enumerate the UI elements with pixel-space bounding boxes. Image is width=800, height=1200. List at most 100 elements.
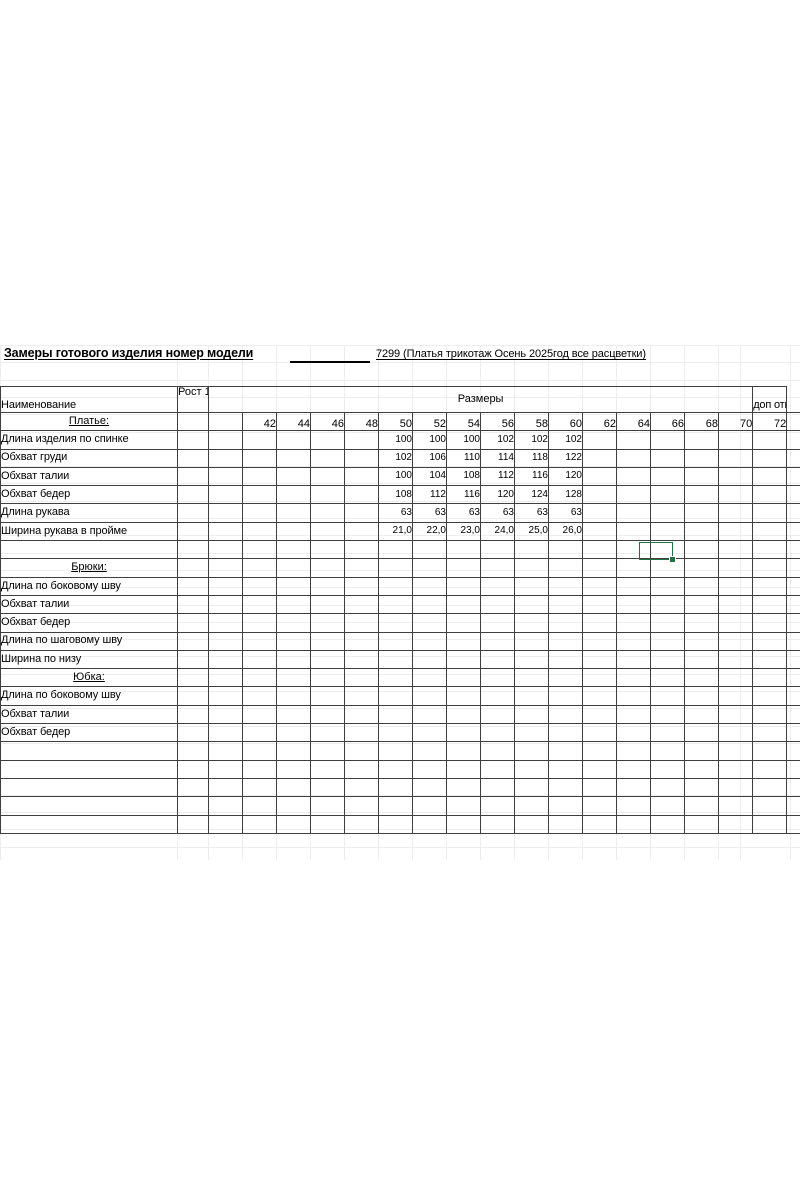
measure-cell-64[interactable] bbox=[616, 503, 651, 523]
measure-cell-44[interactable] bbox=[276, 540, 311, 560]
row-rost-cell[interactable] bbox=[177, 796, 209, 816]
measure-cell-66[interactable] bbox=[650, 430, 685, 450]
measure-cell-54[interactable] bbox=[446, 796, 481, 816]
measure-cell-72[interactable] bbox=[752, 814, 788, 834]
measure-cell-58[interactable]: 124 bbox=[514, 485, 549, 505]
measure-cell-46[interactable] bbox=[310, 430, 345, 450]
measure-cell-48[interactable] bbox=[344, 521, 379, 542]
row-label[interactable]: Длина по боковому шву bbox=[0, 686, 178, 706]
measure-cell-48[interactable] bbox=[344, 796, 379, 816]
measure-cell-64[interactable] bbox=[616, 704, 651, 725]
measure-cell-46[interactable] bbox=[310, 503, 345, 523]
measure-cell-52[interactable] bbox=[412, 777, 447, 798]
measure-cell-44[interactable] bbox=[276, 814, 311, 834]
measure-cell-48[interactable] bbox=[344, 759, 379, 779]
measure-cell-52[interactable]: 112 bbox=[412, 485, 447, 505]
measure-cell-68[interactable] bbox=[684, 576, 719, 596]
measure-cell-72[interactable] bbox=[752, 448, 788, 468]
measure-cell-56[interactable]: 114 bbox=[480, 448, 515, 468]
measure-cell-62[interactable] bbox=[582, 594, 617, 615]
measure-cell-66[interactable] bbox=[650, 594, 685, 615]
measure-cell-42[interactable] bbox=[242, 521, 277, 542]
row-label[interactable]: Обхват бедер bbox=[0, 723, 178, 743]
deviation-cell[interactable] bbox=[786, 430, 800, 450]
deviation-cell[interactable] bbox=[786, 540, 800, 560]
measure-cell-50[interactable] bbox=[378, 704, 413, 725]
measure-cell-72[interactable] bbox=[752, 649, 788, 670]
measure-cell-54[interactable] bbox=[446, 704, 481, 725]
deviation-cell[interactable] bbox=[786, 723, 800, 743]
measure-cell-46[interactable] bbox=[310, 649, 345, 670]
measure-cell-66[interactable] bbox=[650, 741, 685, 761]
row-label[interactable]: Длина по шаговому шву bbox=[0, 631, 178, 651]
measure-cell-54[interactable] bbox=[446, 723, 481, 743]
row-rost-cell[interactable] bbox=[177, 613, 209, 633]
measure-cell-62[interactable] bbox=[582, 521, 617, 542]
measure-cell-58[interactable]: 63 bbox=[514, 503, 549, 523]
group-header-empty-cell[interactable] bbox=[650, 558, 685, 578]
measure-cell-58[interactable] bbox=[514, 613, 549, 633]
measure-cell-46[interactable] bbox=[310, 613, 345, 633]
measure-cell-54[interactable] bbox=[446, 540, 481, 560]
measure-cell-68[interactable] bbox=[684, 759, 719, 779]
measure-cell-72[interactable] bbox=[752, 723, 788, 743]
measure-cell-54[interactable]: 116 bbox=[446, 485, 481, 505]
row-blank-cell[interactable] bbox=[208, 777, 243, 798]
measure-cell-62[interactable] bbox=[582, 466, 617, 487]
measure-cell-66[interactable] bbox=[650, 814, 685, 834]
group-header-empty-cell[interactable] bbox=[177, 668, 209, 688]
measure-cell-66[interactable] bbox=[650, 686, 685, 706]
measure-cell-56[interactable] bbox=[480, 613, 515, 633]
measure-cell-62[interactable] bbox=[582, 448, 617, 468]
measure-cell-50[interactable]: 21,0 bbox=[378, 521, 413, 542]
measure-cell-68[interactable] bbox=[684, 540, 719, 560]
measure-cell-68[interactable] bbox=[684, 796, 719, 816]
measure-cell-44[interactable] bbox=[276, 613, 311, 633]
measure-cell-66[interactable] bbox=[650, 796, 685, 816]
row-label[interactable]: Обхват талии bbox=[0, 704, 178, 725]
row-blank-cell[interactable] bbox=[208, 448, 243, 468]
row-blank-cell[interactable] bbox=[208, 521, 243, 542]
measure-cell-64[interactable] bbox=[616, 430, 651, 450]
row-rost-cell[interactable] bbox=[177, 631, 209, 651]
measure-cell-50[interactable] bbox=[378, 631, 413, 651]
measure-cell-60[interactable] bbox=[548, 741, 583, 761]
measure-cell-50[interactable] bbox=[378, 613, 413, 633]
row-label[interactable]: Длина по боковому шву bbox=[0, 576, 178, 596]
row-blank-cell[interactable] bbox=[208, 631, 243, 651]
measure-cell-68[interactable] bbox=[684, 466, 719, 487]
measure-cell-72[interactable] bbox=[752, 631, 788, 651]
row-blank-cell[interactable] bbox=[208, 759, 243, 779]
row-rost-cell[interactable] bbox=[177, 759, 209, 779]
group-header-empty-cell[interactable] bbox=[650, 668, 685, 688]
group-header-empty-cell[interactable] bbox=[208, 558, 243, 578]
measure-cell-70[interactable] bbox=[717, 723, 754, 743]
measure-cell-70[interactable] bbox=[717, 576, 754, 596]
measure-cell-42[interactable] bbox=[242, 448, 277, 468]
measure-cell-64[interactable] bbox=[616, 576, 651, 596]
measure-cell-42[interactable] bbox=[242, 503, 277, 523]
row-rost-cell[interactable] bbox=[177, 649, 209, 670]
measure-cell-54[interactable] bbox=[446, 741, 481, 761]
measure-cell-54[interactable]: 108 bbox=[446, 466, 481, 487]
row-blank-cell[interactable] bbox=[208, 613, 243, 633]
measure-cell-70[interactable] bbox=[717, 777, 754, 798]
measure-cell-46[interactable] bbox=[310, 704, 345, 725]
measure-cell-42[interactable] bbox=[242, 540, 277, 560]
measure-cell-52[interactable] bbox=[412, 540, 447, 560]
row-label[interactable] bbox=[0, 777, 178, 798]
row-label[interactable]: Обхват бедер bbox=[0, 485, 178, 505]
row-blank-cell[interactable] bbox=[208, 814, 243, 834]
measure-cell-58[interactable] bbox=[514, 631, 549, 651]
measure-cell-56[interactable] bbox=[480, 686, 515, 706]
measure-cell-60[interactable] bbox=[548, 613, 583, 633]
deviation-cell[interactable] bbox=[786, 448, 800, 468]
measure-cell-62[interactable] bbox=[582, 777, 617, 798]
measure-cell-66[interactable] bbox=[650, 576, 685, 596]
measure-cell-56[interactable] bbox=[480, 649, 515, 670]
measure-cell-44[interactable] bbox=[276, 631, 311, 651]
measure-cell-60[interactable]: 26,0 bbox=[548, 521, 583, 542]
group-header-empty-cell[interactable] bbox=[684, 558, 719, 578]
measure-cell-58[interactable] bbox=[514, 814, 549, 834]
measure-cell-70[interactable] bbox=[717, 594, 754, 615]
